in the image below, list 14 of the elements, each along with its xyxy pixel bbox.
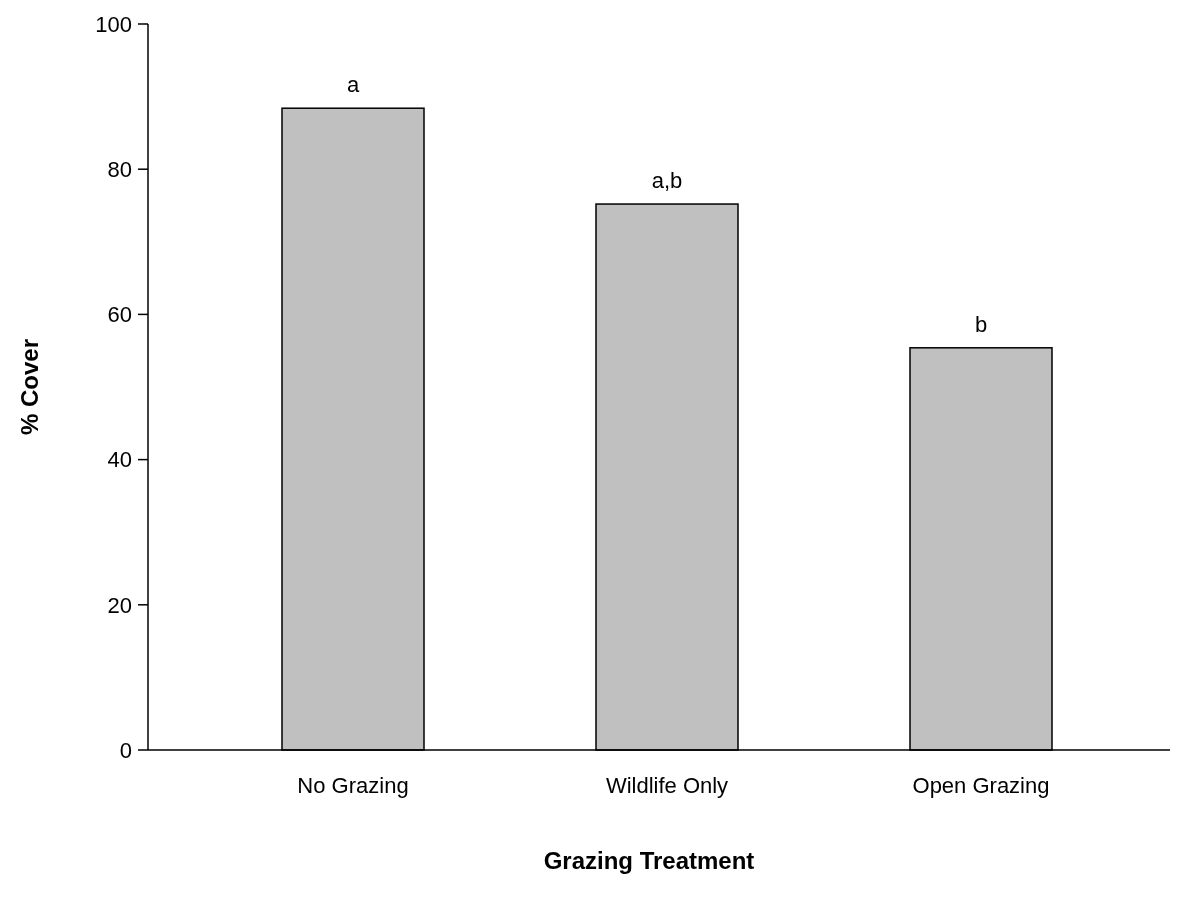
annotation: a,b bbox=[651, 168, 683, 194]
annotation: a bbox=[346, 72, 360, 98]
x-tick-label: Wildlife Only bbox=[605, 773, 729, 798]
y-tick-label: 100 bbox=[95, 11, 132, 37]
y-axis-title: % Cover bbox=[16, 338, 43, 436]
annotation: b bbox=[974, 311, 988, 337]
x-tick-label: No Grazing bbox=[297, 773, 409, 798]
y-tick-label: 0 bbox=[119, 737, 132, 763]
y-tick-label: 20 bbox=[107, 592, 132, 618]
y-tick-label: 80 bbox=[107, 156, 132, 182]
x-axis-title: Grazing Treatment bbox=[543, 847, 755, 874]
x-tick-label: Open Grazing bbox=[912, 773, 1050, 798]
y-tick-label: 60 bbox=[107, 302, 132, 328]
y-tick-label: 40 bbox=[107, 447, 132, 473]
